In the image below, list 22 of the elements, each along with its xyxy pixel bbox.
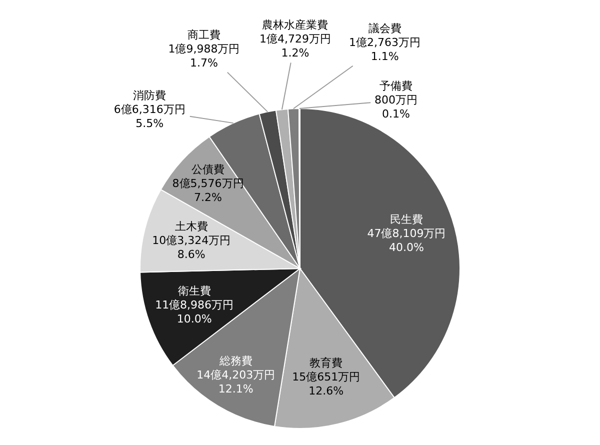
data-label: 1億9,988万円 1.7% [168,42,240,70]
slice-label: 農林水産業費 [262,18,328,32]
slice-label: 土木費 [174,220,208,234]
slice-label: 消防費 [133,89,166,102]
slice-label: 予備費 [380,80,412,92]
slice-label: 総務費 [218,354,252,368]
slice-label: 民生費 [390,212,423,226]
data-label: 800万円 0.1% [374,94,418,120]
data-label: 1億2,763万円 1.1% [349,36,421,63]
data-label: 47億8,109万円 40.0% [367,226,446,254]
slice-label: 議会費 [368,22,402,35]
data-label: 11億8,986万円 10.0% [155,298,234,326]
slice-label: 公債費 [192,163,225,176]
slice-label: 衛生費 [178,284,211,298]
data-label: 10億3,324万円 8.6% [152,234,231,262]
data-label: 8億5,576万円 7.2% [172,177,244,204]
slice-label: 教育費 [310,356,343,370]
data-label: 1億4,729万円 1.2% [259,32,331,60]
data-label: 14億4,203万円 12.1% [196,368,276,396]
slice-label: 商工費 [188,28,220,42]
data-label: 15億651万円 12.6% [292,370,360,398]
data-label: 6億6,316万円 5.5% [114,103,186,130]
